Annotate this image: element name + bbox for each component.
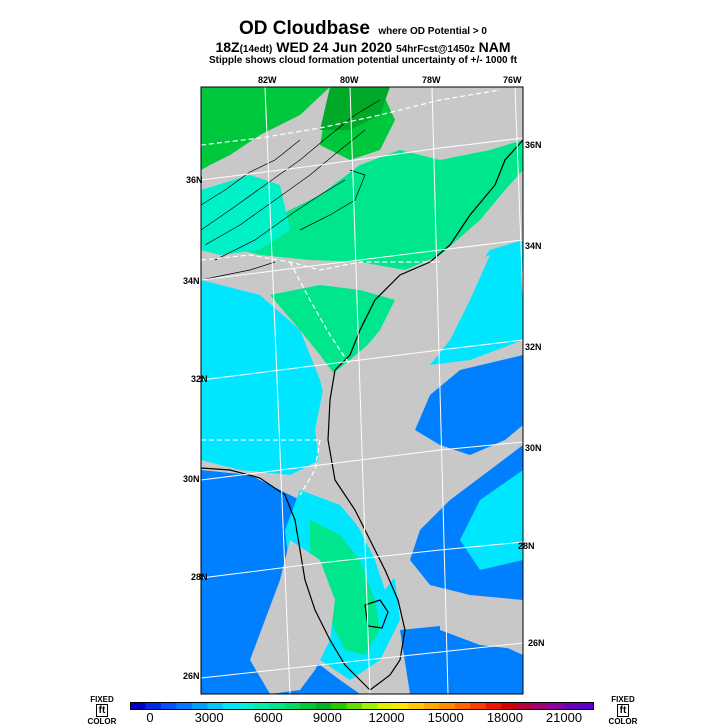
lon-label-78w: 78W	[422, 75, 441, 85]
legend-tick-label: 21000	[545, 710, 583, 725]
legend-left-fixed: FIXED	[90, 695, 114, 704]
color-scale-swatch	[578, 702, 594, 710]
map-frame	[200, 86, 524, 695]
legend-tick-label: 15000	[427, 710, 464, 725]
legend-tick-label: 12000	[368, 710, 405, 725]
legend-left-color: COLOR	[87, 717, 117, 726]
legend-tick-label: 6000	[253, 710, 283, 725]
legend-right-label: FIXED ft COLOR	[603, 695, 643, 726]
color-scale-swatch	[284, 702, 301, 710]
gray-region-northeast	[395, 87, 523, 150]
coastline	[327, 139, 523, 691]
legend-left-label: FIXED ft COLOR	[82, 695, 122, 726]
title-qualifier: where OD Potential > 0	[378, 26, 487, 37]
title-main: OD Cloudbase	[238, 18, 370, 39]
color-scale-swatch	[362, 702, 378, 710]
legend-tick-label: 0	[146, 710, 154, 725]
color-scale-swatch	[331, 702, 348, 710]
color-scale-swatch	[300, 702, 317, 710]
lat-label-right-32n: 32N	[525, 342, 542, 352]
teal-green-region-carolinas	[201, 140, 523, 270]
color-scale-swatch	[516, 702, 533, 710]
teal-green-region-central-fl	[310, 520, 380, 655]
color-scale-swatch	[392, 702, 409, 710]
lat-label-right-30n: 30N	[525, 443, 542, 453]
graticule	[201, 87, 523, 694]
cyan-region-west	[201, 280, 330, 475]
lat-label-left-32n: 32N	[191, 374, 208, 384]
cyan-region-atlantic	[430, 240, 523, 365]
color-scale-bar	[130, 702, 594, 710]
legend-right-fixed: FIXED	[611, 695, 635, 704]
color-scale-swatch	[485, 702, 502, 710]
valid-time-local: (14edt)	[239, 44, 273, 55]
color-scale-swatch	[501, 702, 518, 710]
lat-label-left-34n: 34N	[183, 276, 200, 286]
gray-region-coastal-plain	[315, 255, 490, 590]
legend-right-unit: ft	[616, 704, 630, 717]
terrain-contours	[201, 99, 381, 281]
teal-green-region-georgia	[270, 285, 395, 375]
legend-left-unit: ft	[95, 704, 109, 717]
color-scale-swatch	[160, 702, 177, 710]
color-scale-swatch	[470, 702, 487, 710]
legend-tick-label: 18000	[486, 710, 523, 725]
legend-tick-label: 9000	[312, 710, 342, 725]
color-scale-swatch	[145, 702, 162, 710]
model-name: NAM	[478, 39, 511, 55]
color-scale-swatch	[563, 702, 580, 710]
lat-label-right-36n: 36N	[525, 140, 542, 150]
legend-right-color: COLOR	[608, 717, 638, 726]
forecast-info: 54hrFcst@1450z	[396, 44, 475, 55]
lat-label-left-36n: 36N	[186, 175, 203, 185]
color-scale-swatch	[377, 702, 394, 710]
lat-label-right-26n: 26N	[528, 638, 545, 648]
lat-label-left-30n: 30N	[183, 474, 200, 484]
chart-subtitle: 18Z(14edt) WED 24 Jun 2020 54hrFcst@1450…	[0, 39, 726, 55]
chart-title: OD Cloudbase where OD Potential > 0	[0, 18, 726, 40]
valid-time-lead: 18Z	[215, 39, 240, 55]
color-scale-swatch	[253, 702, 270, 710]
color-scale-swatch	[191, 702, 208, 710]
lon-label-80w: 80W	[340, 75, 359, 85]
color-scale-swatch	[439, 702, 456, 710]
gray-region-florida-interior	[250, 540, 335, 694]
color-scale-swatch	[176, 702, 193, 710]
color-scale-swatch	[238, 702, 255, 710]
lat-label-left-28n: 28N	[191, 572, 208, 582]
color-scale-swatch	[408, 702, 425, 710]
lon-label-76w: 76W	[503, 75, 522, 85]
dark-green-region-ridge	[320, 87, 390, 130]
valid-date: WED 24 Jun 2020	[276, 39, 393, 55]
color-scale-swatch	[423, 702, 440, 710]
state-borders	[201, 89, 501, 496]
stipple-note: Stipple shows cloud formation potential …	[208, 55, 518, 66]
color-scale-swatch	[532, 702, 549, 710]
lat-label-left-26n: 26N	[183, 671, 200, 681]
color-scale-swatch	[269, 702, 286, 710]
color-scale-swatch	[346, 702, 363, 710]
cyan-region-far-offshore	[460, 470, 523, 570]
color-scale-swatch	[130, 702, 146, 710]
blue-region-offshore	[415, 355, 523, 455]
color-scale-swatch	[207, 702, 224, 710]
lat-label-right-28n: 28N	[518, 541, 535, 551]
color-scale-swatch	[547, 702, 564, 710]
color-scale-swatch	[454, 702, 471, 710]
lat-label-right-34n: 34N	[525, 241, 542, 251]
lon-label-82w: 82W	[258, 75, 277, 85]
green-region-appalachia	[201, 87, 330, 170]
gray-region-south	[440, 600, 523, 650]
color-scale-swatch	[315, 702, 332, 710]
color-scale-swatch	[222, 702, 239, 710]
map-field	[201, 87, 523, 694]
legend-tick-label: 3000	[194, 710, 224, 725]
aqua-region-sc	[201, 175, 290, 255]
color-scale-border	[130, 702, 594, 710]
